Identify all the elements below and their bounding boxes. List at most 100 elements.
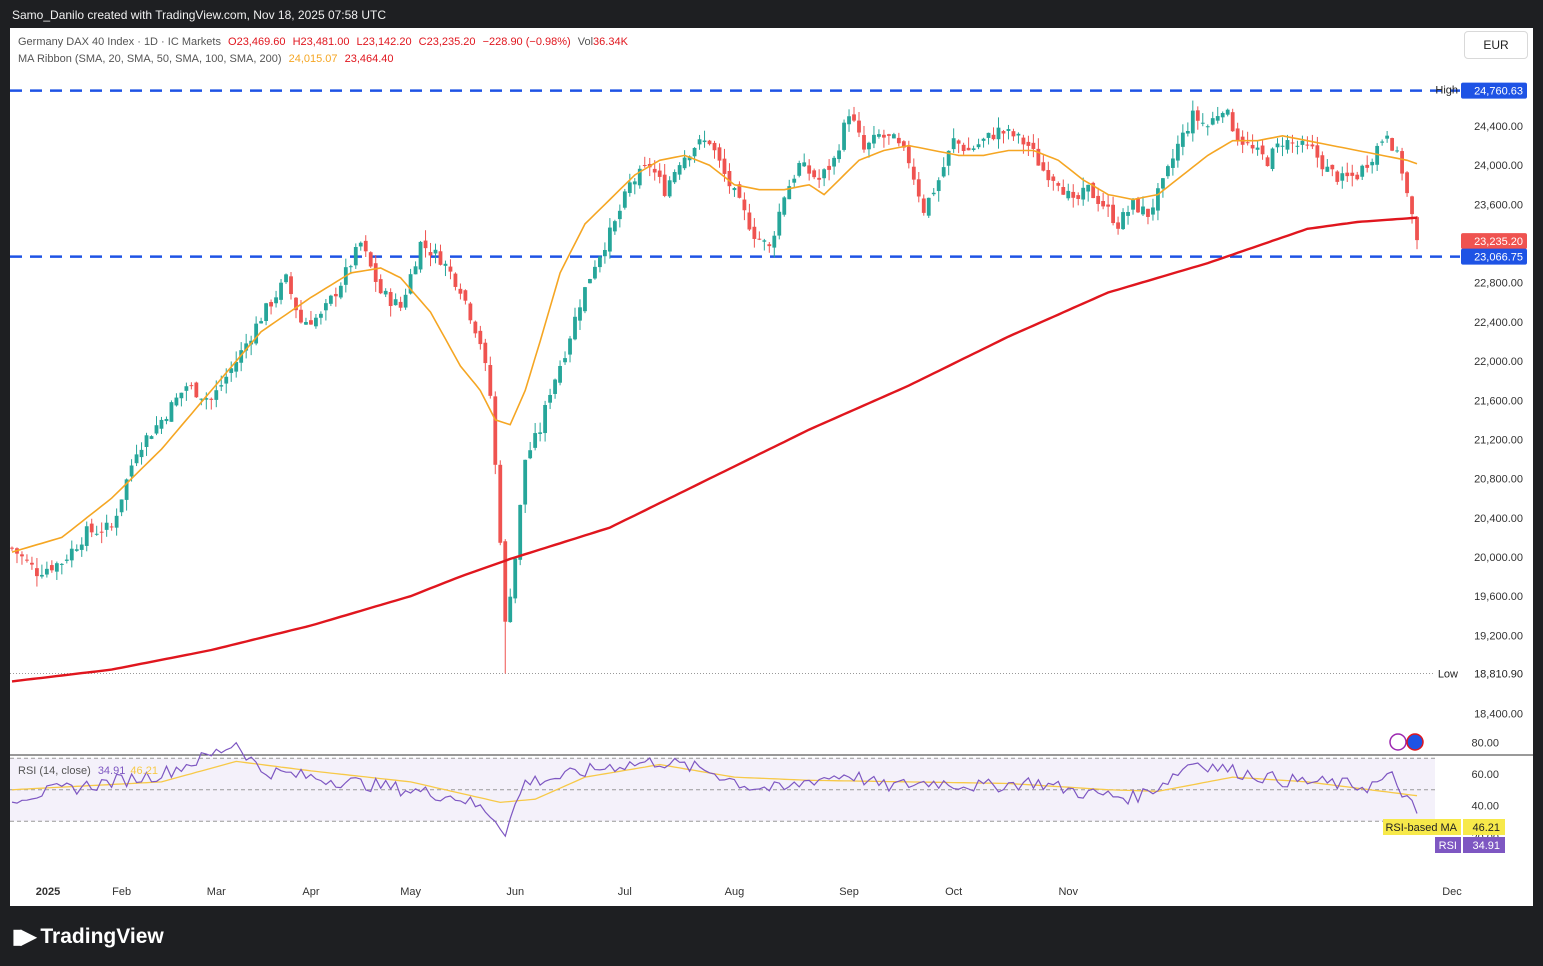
x-tick-label: Mar — [207, 886, 226, 898]
legend-close: C23,235.20 — [418, 36, 476, 48]
target-icon — [1406, 733, 1424, 751]
candle-up — [822, 169, 827, 179]
candle-up — [1220, 112, 1225, 118]
candle-up — [1380, 141, 1385, 143]
legend-change: −228.90 (−0.98%) — [482, 36, 571, 48]
candle-up — [702, 140, 707, 143]
candle-up — [672, 171, 677, 183]
currency-button[interactable]: EUR — [1464, 31, 1528, 59]
legend-high: H23,481.00 — [292, 36, 350, 48]
y-tick-label: 21,600.00 — [1474, 395, 1523, 407]
candle-down — [886, 134, 891, 136]
candle-up — [1156, 188, 1160, 211]
candle-up — [259, 321, 264, 324]
candle-down — [35, 568, 39, 577]
candle-up — [697, 139, 702, 145]
candle-up — [413, 266, 418, 275]
candle-up — [573, 316, 577, 340]
candle-up — [129, 465, 134, 477]
candle-down — [1335, 171, 1340, 182]
candle-down — [767, 244, 772, 247]
rsi-tag-bg — [1463, 837, 1505, 853]
candle-up — [1166, 166, 1170, 177]
candle-down — [1001, 131, 1006, 134]
candle-up — [1180, 132, 1185, 147]
candle-up — [622, 191, 627, 208]
candle-down — [1051, 176, 1056, 181]
candle-up — [588, 279, 592, 284]
rsi-ma-tag: 46.21 — [1472, 822, 1500, 834]
rsi-ma-label-bg — [1383, 819, 1461, 835]
candle-up — [1086, 184, 1091, 192]
candle-down — [1330, 164, 1335, 170]
candle-up — [563, 358, 567, 363]
y-tick-label: 24,000.00 — [1474, 160, 1523, 172]
candle-down — [1091, 182, 1096, 199]
x-tick-label: Apr — [302, 886, 319, 898]
candle-down — [463, 290, 468, 301]
candle-down — [30, 562, 34, 565]
candle-up — [224, 376, 229, 384]
candle-down — [827, 165, 832, 170]
candle-up — [358, 242, 363, 247]
candle-up — [986, 132, 991, 138]
candle-down — [1415, 217, 1419, 241]
legend-symbol[interactable]: Germany DAX 40 Index · 1D · IC Markets — [18, 36, 221, 48]
candle-down — [368, 252, 373, 267]
candle-up — [792, 178, 797, 183]
candle-up — [598, 256, 602, 268]
rsi-label[interactable]: RSI (14, close) — [18, 765, 91, 777]
candle-up — [528, 450, 533, 459]
candle-down — [722, 158, 727, 174]
candle-down — [483, 342, 488, 364]
candle-down — [742, 199, 747, 211]
candle-up — [114, 515, 119, 528]
candle-down — [423, 240, 428, 249]
candle-down — [20, 554, 24, 557]
candle-down — [961, 144, 966, 152]
candle-up — [1255, 147, 1260, 150]
candle-up — [891, 134, 896, 139]
candle-down — [49, 565, 54, 571]
candle-down — [857, 120, 861, 133]
candle-down — [488, 365, 493, 396]
candle-up — [64, 559, 69, 561]
candle-up — [1215, 116, 1220, 121]
candle-up — [518, 504, 523, 560]
candle-down — [333, 293, 338, 297]
ma200-line — [11, 216, 1418, 683]
candle-down — [428, 252, 433, 256]
candle-up — [687, 156, 692, 161]
candle-down — [398, 301, 403, 308]
candle-up — [617, 210, 622, 220]
candle-up — [1141, 206, 1145, 215]
chart-panel[interactable]: 18,400.0018,800.0019,200.0019,600.0020,0… — [10, 28, 1533, 906]
candle-down — [89, 523, 94, 533]
candle-up — [204, 398, 209, 400]
candle-down — [916, 179, 921, 197]
y-tick-label: 20,400.00 — [1474, 513, 1523, 525]
candle-down — [1355, 174, 1360, 180]
candle-up — [762, 240, 767, 242]
rsi-value: 34.91 — [97, 765, 126, 777]
candle-up — [872, 134, 876, 144]
candle-up — [607, 227, 612, 252]
candle-down — [498, 464, 503, 543]
candle-down — [189, 385, 194, 387]
candle-down — [209, 398, 214, 400]
x-tick-label: Jul — [618, 886, 632, 898]
candle-down — [1390, 138, 1395, 151]
candle-down — [911, 166, 916, 180]
candle-up — [772, 235, 777, 248]
ma-ribbon-label[interactable]: MA Ribbon (SMA, 20, SMA, 50, SMA, 100, S… — [18, 53, 282, 65]
y-tick-label: 22,400.00 — [1474, 317, 1523, 329]
price-chart[interactable]: 18,400.0018,800.0019,200.0019,600.0020,0… — [10, 28, 1533, 906]
candle-down — [378, 279, 383, 294]
candle-up — [1006, 129, 1011, 131]
rsi-ma-tag-bg — [1463, 819, 1505, 835]
candle-up — [1016, 133, 1021, 136]
candle-up — [543, 405, 548, 434]
candle-up — [214, 390, 219, 400]
candle-up — [1370, 161, 1375, 166]
candle-up — [513, 558, 518, 599]
